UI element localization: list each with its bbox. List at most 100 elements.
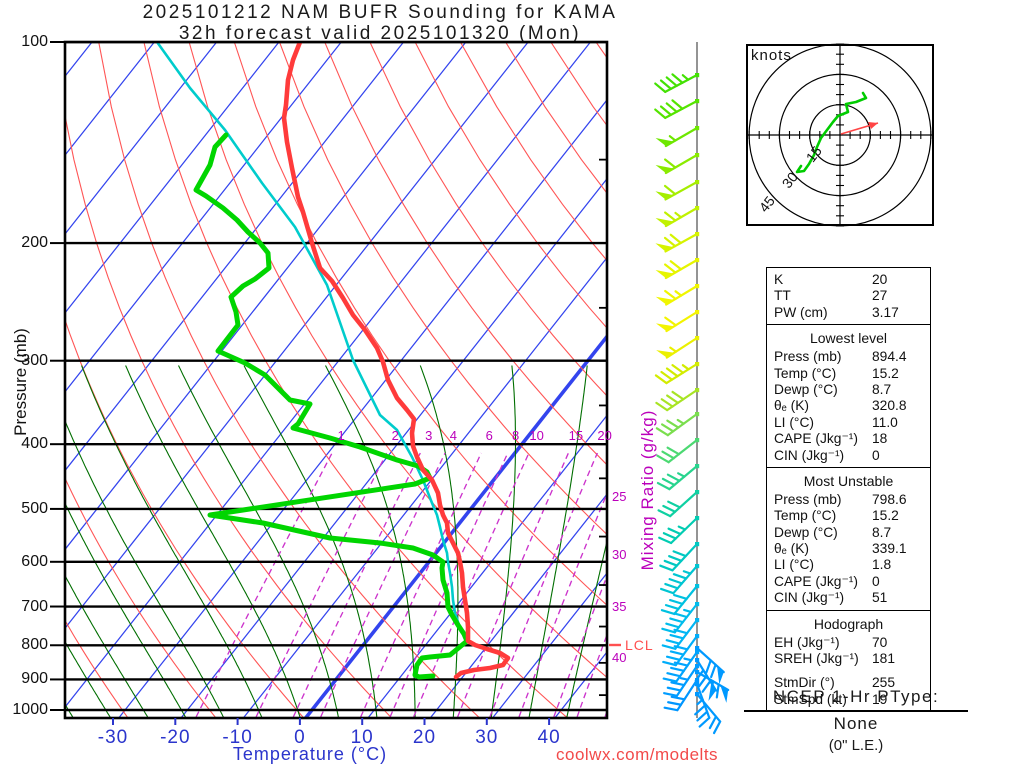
table-row-value: 27 — [872, 288, 888, 304]
temp-tick-label: -30 — [97, 727, 129, 748]
wind-barb — [662, 650, 700, 683]
table-row-label: Temp (°C) — [774, 365, 837, 381]
wind-barb — [656, 336, 700, 359]
dewpoint-curve — [193, 132, 470, 680]
table-row: θₑ (K) 339.1 — [767, 541, 930, 557]
table-row-value: 320.8 — [872, 398, 907, 414]
table-row-label: CIN (Jkg⁻¹) — [774, 590, 845, 606]
wind-barb — [655, 388, 700, 412]
mixing-ratio-line — [553, 574, 607, 718]
pressure-tick-label: 500 — [21, 499, 48, 517]
table-row: Dewp (°C) 8.7 — [767, 382, 930, 398]
wind-barb — [655, 232, 700, 253]
table-row: Dewp (°C) 8.7 — [767, 525, 930, 541]
table-row-value: 255 — [872, 675, 896, 691]
chart-title-line1: 2025101212 NAM BUFR Sounding for KAMA — [142, 2, 618, 23]
table-row-value: 15.2 — [872, 365, 899, 381]
isotherm-line — [65, 42, 467, 551]
wind-barb — [654, 362, 700, 385]
mixing-ratio-line — [412, 452, 530, 718]
table-row-label: CIN (Jkg⁻¹) — [774, 447, 845, 463]
moist-adiabat-line — [65, 419, 225, 718]
hodograph-units-label: knots — [751, 47, 792, 64]
table-row-label: TT — [774, 288, 791, 304]
temp-tick-label: -20 — [160, 727, 191, 748]
dry-adiabat-line — [65, 476, 217, 718]
table-row: K 20 — [767, 272, 930, 288]
table-row: θₑ (K) 320.8 — [767, 398, 930, 414]
wind-barb — [695, 692, 722, 735]
mixing-ratio-line — [255, 452, 388, 718]
wind-barb — [660, 584, 700, 616]
pressure-tick-label: 400 — [21, 435, 48, 453]
table-row-value: 20 — [872, 272, 888, 287]
table-row-label: StmSpd (kt) — [774, 691, 847, 707]
plot-area — [65, 42, 607, 718]
mixing-ratio-label: 4 — [449, 428, 457, 443]
moist-adiabat-line — [65, 640, 112, 718]
table-row-label: θₑ (K) — [774, 398, 810, 414]
dry-adiabat-line — [65, 113, 393, 718]
moist-adiabat-line — [65, 574, 149, 718]
table-row: LI (°C) 1.8 — [767, 557, 930, 573]
table-row-label: PW (cm) — [774, 304, 828, 320]
temp-tick-label: 30 — [475, 727, 499, 748]
wind-barb — [655, 126, 700, 148]
mixing-ratio-axis-label: Mixing Ratio (g/kg) — [638, 409, 657, 571]
wind-barb — [655, 153, 700, 175]
table-row-value: 3.17 — [872, 304, 899, 320]
table-row: StmDir (°) 255 — [767, 675, 930, 691]
wind-barb — [659, 542, 700, 572]
pressure-axis-label: Pressure (mb) — [11, 328, 30, 436]
dry-adiabat-line — [65, 619, 129, 718]
table-row: CIN (Jkg⁻¹) 51 — [767, 590, 930, 606]
site-watermark: coolwx.com/modelts — [556, 745, 719, 764]
mixing-ratio-line — [456, 452, 570, 718]
wind-barb — [661, 618, 700, 650]
dry-adiabat-line — [65, 318, 305, 718]
moist-adiabat-line — [178, 365, 340, 718]
mixing-ratio-label: 2 — [391, 428, 399, 443]
table-row-value: 339.1 — [872, 541, 907, 557]
table-row-value: 19 — [872, 691, 888, 707]
mixing-ratio-label: 40 — [612, 650, 627, 665]
wind-barb — [656, 464, 700, 491]
indices-table: K 20 TT 27 PW (cm) 3.17 Lowest level Press (mb)… — [766, 267, 931, 713]
table-row-label: LI (°C) — [774, 557, 815, 573]
pressure-tick-label: 900 — [21, 670, 48, 688]
wind-barb — [658, 516, 700, 545]
temp-tick-label: 10 — [350, 727, 374, 748]
table-section: Hodograph EH (Jkg⁻¹) 70 SREH (Jkg⁻¹) 181 StmD… — [767, 609, 930, 712]
table-row: Temp (°C) 15.2 — [767, 366, 930, 382]
pressure-tick-label: 300 — [21, 351, 48, 369]
mixing-ratio-label: 6 — [485, 428, 493, 443]
temp-tick-label: 20 — [412, 727, 437, 748]
table-row-value: 8.7 — [872, 381, 892, 397]
dry-adiabat-line — [324, 42, 607, 466]
plot-border — [63, 40, 609, 720]
pressure-tick-label: 100 — [21, 33, 48, 50]
ptype-value: None — [833, 714, 879, 733]
temperature-axis-label: Temperature (°C) — [232, 744, 388, 764]
table-row-label: K — [774, 272, 784, 287]
table-row-label: Press (mb) — [774, 491, 842, 507]
wind-barb — [695, 670, 730, 703]
temp-tick-label: -10 — [222, 727, 253, 748]
table-row-value: 0 — [872, 573, 880, 589]
table-row-value: 894.4 — [872, 349, 907, 365]
table-row-value: 1.8 — [872, 557, 892, 573]
mixing-ratio-line — [320, 452, 446, 718]
mixing-ratio-label: 8 — [512, 428, 520, 443]
table-section: Most Unstable Press (mb) 798.6 Temp (°C) 15.… — [767, 466, 930, 610]
table-row: SREH (Jkg⁻¹) 181 — [767, 651, 930, 667]
pressure-tick-label: 1000 — [12, 701, 48, 718]
mixing-ratio-line — [360, 452, 482, 718]
table-row-label: SREH (Jkg⁻¹) — [774, 651, 859, 667]
mixing-ratio-line — [576, 632, 607, 718]
isotherm-line — [65, 42, 342, 393]
table-row: EH (Jkg⁻¹) 70 — [767, 635, 930, 651]
table-row: LI (°C) 11.0 — [767, 415, 930, 431]
dry-adiabat-line — [414, 42, 607, 329]
pressure-tick-label: 700 — [21, 597, 48, 615]
